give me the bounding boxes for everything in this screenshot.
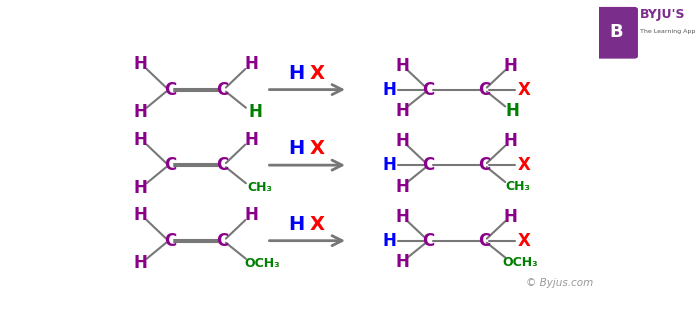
Text: H: H: [288, 64, 304, 83]
Text: H: H: [504, 132, 517, 150]
Text: C: C: [422, 232, 434, 250]
Text: H: H: [504, 57, 517, 75]
Text: The Learning App: The Learning App: [640, 29, 696, 34]
Text: H: H: [133, 131, 147, 149]
Text: C: C: [216, 232, 228, 250]
Text: X: X: [310, 215, 325, 234]
Text: C: C: [164, 156, 176, 174]
Text: H: H: [133, 103, 147, 121]
Text: X: X: [310, 139, 325, 158]
Text: H: H: [133, 206, 147, 225]
Text: H: H: [382, 156, 396, 174]
Text: C: C: [216, 80, 228, 99]
Text: C: C: [164, 232, 176, 250]
Text: C: C: [422, 156, 434, 174]
Text: H: H: [382, 232, 396, 250]
Text: H: H: [395, 132, 409, 150]
Text: H: H: [382, 80, 396, 99]
Text: OCH₃: OCH₃: [244, 257, 280, 270]
Text: H: H: [245, 131, 259, 149]
Text: X: X: [310, 64, 325, 83]
Text: H: H: [504, 208, 517, 226]
Text: H: H: [133, 179, 147, 197]
Text: C: C: [216, 156, 228, 174]
Text: H: H: [395, 208, 409, 226]
Text: X: X: [517, 80, 530, 99]
Text: X: X: [517, 232, 530, 250]
Text: X: X: [517, 156, 530, 174]
Text: © Byjus.com: © Byjus.com: [526, 279, 593, 288]
Text: H: H: [245, 55, 259, 74]
Text: H: H: [395, 253, 409, 271]
Text: C: C: [422, 80, 434, 99]
Text: OCH₃: OCH₃: [503, 256, 538, 268]
Text: H: H: [245, 206, 259, 225]
Text: BYJU'S: BYJU'S: [640, 8, 685, 21]
Text: CH₃: CH₃: [505, 180, 531, 193]
Text: C: C: [479, 80, 491, 99]
Text: H: H: [395, 102, 409, 120]
FancyBboxPatch shape: [596, 8, 637, 58]
Text: H: H: [133, 55, 147, 74]
Text: H: H: [288, 139, 304, 158]
Text: H: H: [248, 103, 262, 121]
Text: C: C: [479, 232, 491, 250]
Text: H: H: [506, 102, 520, 120]
Text: C: C: [164, 80, 176, 99]
Text: CH₃: CH₃: [248, 181, 272, 194]
Text: B: B: [610, 24, 623, 42]
Text: H: H: [288, 215, 304, 234]
Text: C: C: [479, 156, 491, 174]
Text: H: H: [133, 254, 147, 272]
Text: H: H: [395, 178, 409, 196]
Text: H: H: [395, 57, 409, 75]
